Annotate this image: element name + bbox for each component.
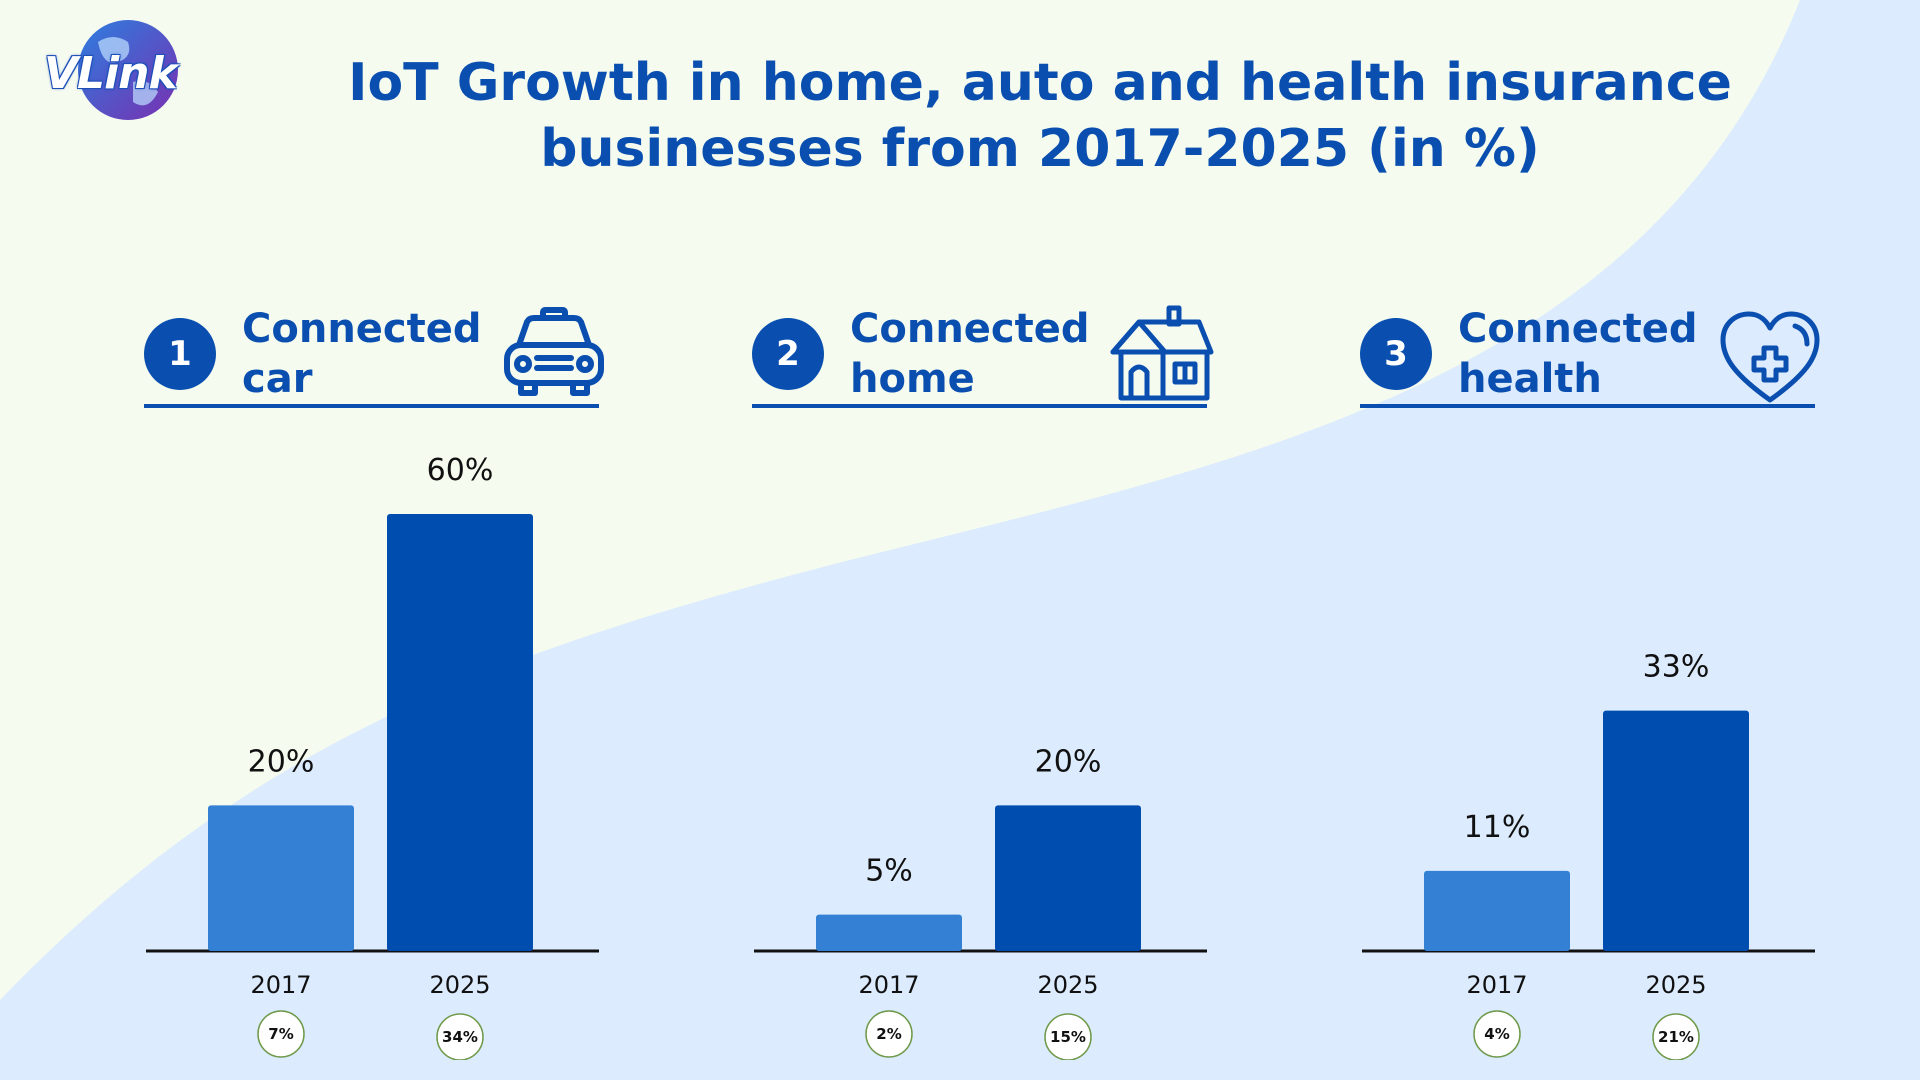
badge-circle-2017 (257, 1010, 305, 1058)
badge-label-2025: 15% (1050, 1028, 1086, 1046)
panel-title: Connected health (1458, 304, 1698, 404)
panel-title-line-2: health (1458, 356, 1602, 402)
car-icon (504, 307, 604, 396)
tick-label-2025: 2025 (429, 971, 490, 999)
badge-circle-2025 (1652, 1013, 1700, 1060)
badge-label-2025: 34% (442, 1028, 478, 1046)
bar-2017 (1424, 870, 1570, 951)
panel-number: 2 (752, 318, 824, 390)
tick-label-2017: 2017 (1466, 971, 1527, 999)
panel-connected-home: 2 Connected home 5% 2017 2% 20% 2025 15% (752, 300, 1214, 1060)
bar-2017 (816, 914, 962, 951)
tick-label-2017: 2017 (858, 971, 919, 999)
panel-title-line-1: Connected (242, 306, 482, 352)
badge-circle-2017 (865, 1010, 913, 1058)
panel-title: Connected car (242, 304, 482, 404)
data-label-2017: 11% (1464, 810, 1531, 845)
title-line-2: businesses from 2017-2025 (in %) (540, 119, 1540, 179)
badge-circle-2025 (1044, 1013, 1092, 1060)
panel-title-line-1: Connected (1458, 306, 1698, 352)
logo-text: VLink (44, 48, 178, 99)
badge-label-2025: 21% (1658, 1028, 1694, 1046)
panel-connected-car: 1 Connected car 20% 2017 7% 60% 2025 34% (144, 300, 604, 1060)
bar-2025 (1603, 710, 1749, 951)
house-icon (1110, 305, 1214, 401)
badge-circle-2025 (436, 1013, 484, 1060)
data-label-2025: 20% (1035, 744, 1102, 779)
globe-icon (78, 20, 178, 120)
tick-label-2025: 2025 (1037, 971, 1098, 999)
bar-2025 (387, 514, 533, 951)
badge-label-2017: 2% (876, 1025, 901, 1043)
badge-label-2017: 7% (268, 1025, 293, 1043)
chart-connected-home: 5% 2017 2% 20% 2025 15% (754, 744, 1207, 1060)
heart-plus-icon (1720, 311, 1820, 403)
badge-label-2017: 4% (1484, 1025, 1509, 1043)
chart-connected-health: 11% 2017 4% 33% 2025 21% (1362, 650, 1815, 1060)
data-label-2017: 20% (248, 744, 315, 779)
title-line-1: IoT Growth in home, auto and health insu… (348, 53, 1732, 113)
bar-2017 (208, 805, 354, 951)
panel-title-line-1: Connected (850, 306, 1090, 352)
panel-connected-health: 3 Connected health 11% 2017 4% 33% 2025 21% (1360, 300, 1820, 1060)
chart-connected-car: 20% 2017 7% 60% 2025 34% (146, 453, 599, 1060)
data-label-2025: 33% (1643, 650, 1710, 685)
panel-underline (752, 404, 1207, 408)
bar-2025 (995, 805, 1141, 951)
panel-number: 3 (1360, 318, 1432, 390)
data-label-2017: 5% (865, 854, 913, 889)
badge-circle-2017 (1473, 1010, 1521, 1058)
panel-title-line-2: home (850, 356, 975, 402)
page-title: IoT Growth in home, auto and health insu… (260, 50, 1820, 182)
tick-label-2025: 2025 (1645, 971, 1706, 999)
panel-underline (144, 404, 599, 408)
vlink-logo: VLink (38, 12, 208, 132)
panel-underline (1360, 404, 1815, 408)
data-label-2025: 60% (427, 453, 494, 488)
panel-number: 1 (144, 318, 216, 390)
panel-title-line-2: car (242, 356, 313, 402)
panel-title: Connected home (850, 304, 1090, 404)
tick-label-2017: 2017 (250, 971, 311, 999)
